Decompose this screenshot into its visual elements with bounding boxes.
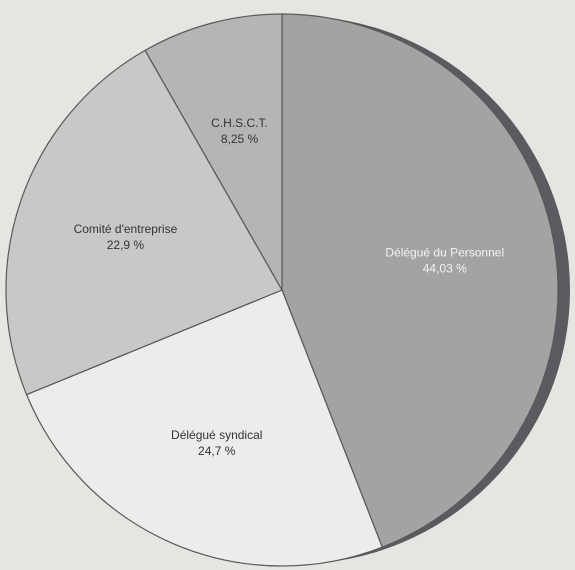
slice-label-2: Comité d'entreprise bbox=[74, 222, 178, 236]
slice-value-2: 22,9 % bbox=[107, 238, 145, 252]
pie-slice-1 bbox=[25, 289, 384, 567]
slice-value-3: 8,25 % bbox=[221, 132, 259, 146]
pie-slice-3 bbox=[144, 13, 283, 293]
slice-value-1: 24,7 % bbox=[198, 444, 236, 458]
slice-label-3: C.H.S.C.T. bbox=[211, 116, 268, 130]
pie-slice-2 bbox=[5, 49, 283, 396]
slice-label-0: Délégué du Personnel bbox=[385, 245, 504, 259]
pie-slice-0 bbox=[281, 13, 559, 548]
slice-value-0: 44,03 % bbox=[423, 261, 467, 275]
slice-label-1: Délégué syndical bbox=[171, 428, 262, 442]
